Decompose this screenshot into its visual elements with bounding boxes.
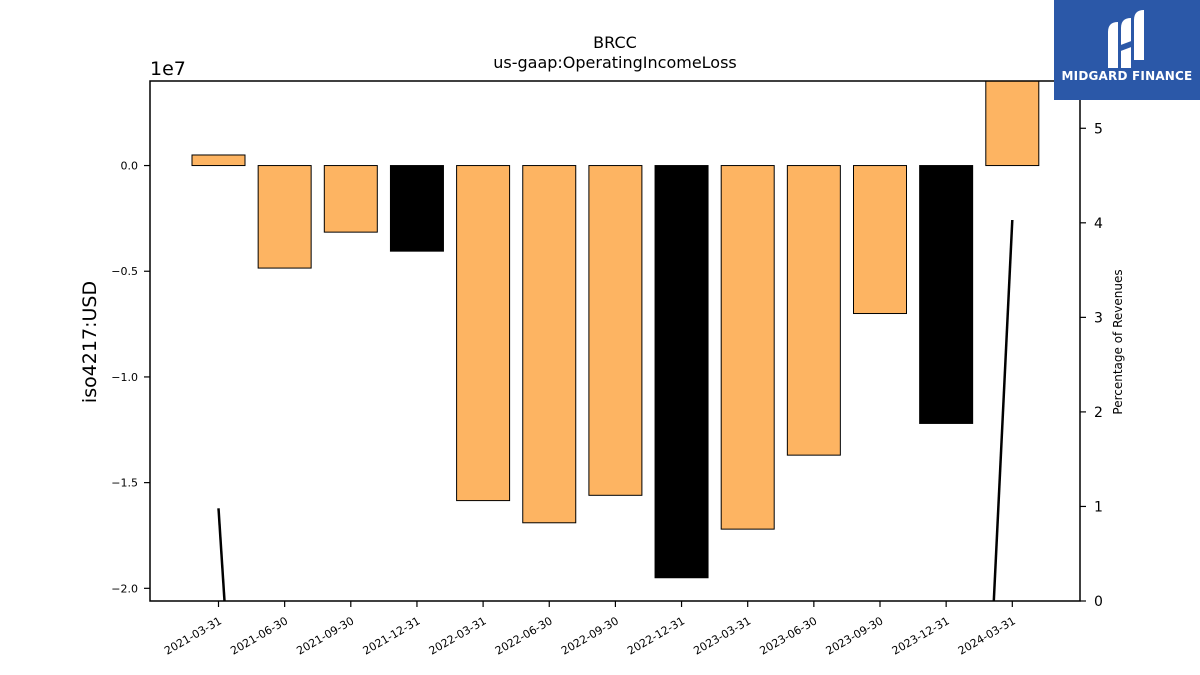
y-tick-label: 0.0 xyxy=(121,160,139,173)
x-tick-label: 2023-12-31 xyxy=(890,614,952,657)
bar-2024-03-31 xyxy=(985,80,1040,167)
x-tick-label: 2021-06-30 xyxy=(228,614,290,657)
revenue-pct-line-0 xyxy=(217,508,226,602)
bar-2023-09-30 xyxy=(853,165,907,315)
x-tick-label: 2021-03-31 xyxy=(162,614,224,657)
bar-2021-03-31 xyxy=(191,154,246,167)
y-axis-label: iso4217:USD xyxy=(79,281,101,403)
x-tick-label: 2022-09-30 xyxy=(559,614,621,657)
bar-2023-06-30 xyxy=(786,165,841,456)
y2-tick-label: 1 xyxy=(1094,499,1103,515)
midgard-logo-icon xyxy=(1108,10,1144,68)
midgard-finance-logo: MIDGARD FINANCE xyxy=(1054,0,1200,100)
revenue-percentage-lines xyxy=(217,219,1014,602)
bar-2022-12-31 xyxy=(654,165,709,579)
y-tick-label: −1.0 xyxy=(111,371,138,384)
bar-2023-03-31 xyxy=(720,165,775,530)
y2-tick-label: 5 xyxy=(1094,121,1103,137)
bar-2022-09-30 xyxy=(588,165,643,496)
y2-tick-label: 0 xyxy=(1094,594,1103,610)
bar-2021-12-31 xyxy=(389,165,444,252)
bar-2021-06-30 xyxy=(257,165,312,269)
x-tick-label: 2023-09-30 xyxy=(824,614,886,657)
y-offset-label: 1e7 xyxy=(150,58,186,80)
y2-tick-label: 4 xyxy=(1094,216,1103,232)
y2-tick-label: 3 xyxy=(1094,310,1103,326)
x-tick-label: 2024-03-31 xyxy=(956,614,1018,657)
y-tick-label: −2.0 xyxy=(111,582,138,595)
bar-2021-09-30 xyxy=(323,165,378,233)
chart-title: BRCC xyxy=(593,33,637,52)
y-tick-label: −1.5 xyxy=(111,477,138,490)
x-tick-label: 2022-03-31 xyxy=(427,614,489,657)
chart-subtitle: us-gaap:OperatingIncomeLoss xyxy=(493,53,737,72)
bar-2022-03-31 xyxy=(456,165,511,502)
y2-tick-label: 2 xyxy=(1094,405,1103,421)
y2-axis-label: Percentage of Revenues xyxy=(1111,269,1125,414)
x-tick-label: 2021-09-30 xyxy=(294,614,356,657)
x-tick-label: 2023-03-31 xyxy=(691,614,753,657)
revenue-pct-line-1 xyxy=(992,219,1014,602)
x-tick-label: 2021-12-31 xyxy=(361,614,423,657)
bars-group xyxy=(191,80,1040,579)
x-tick-label: 2022-12-31 xyxy=(625,614,687,657)
logo-text: MIDGARD FINANCE xyxy=(1061,69,1193,83)
bar-2022-06-30 xyxy=(522,165,577,524)
bar-2023-12-31 xyxy=(919,165,974,424)
x-tick-label: 2022-06-30 xyxy=(493,614,555,657)
x-tick-label: 2023-06-30 xyxy=(757,614,819,657)
y-tick-label: −0.5 xyxy=(111,265,138,278)
